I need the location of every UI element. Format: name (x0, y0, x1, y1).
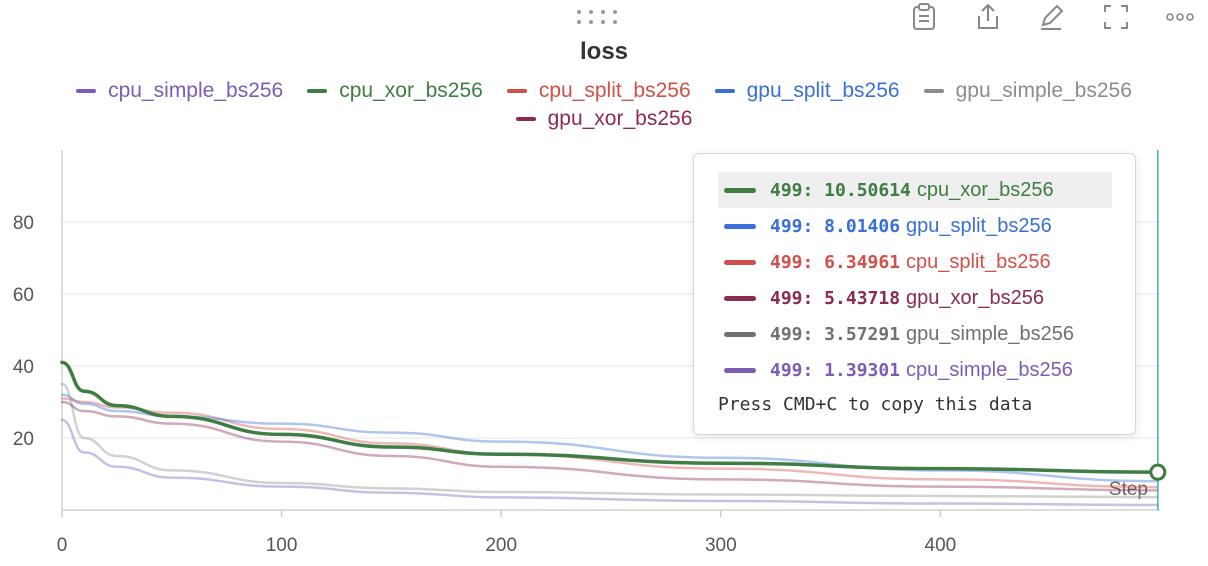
x-tick-label: 0 (57, 535, 68, 556)
legend-swatch (923, 89, 944, 93)
legend-label: cpu_split_bs256 (538, 79, 691, 102)
series-line-cpu-split-bs256[interactable] (60, 397, 1160, 489)
y-tick-label: 20 (13, 429, 34, 450)
hover-marker (1149, 463, 1167, 481)
tooltip-swatch (724, 367, 756, 373)
tooltip-series-name: gpu_split_bs256 (906, 214, 1052, 237)
tooltip-series-name: cpu_xor_bs256 (916, 178, 1054, 201)
tooltip-value: 499: 3.57291 (770, 323, 901, 345)
panel-toolbar (0, 0, 1208, 40)
chart-title: loss (579, 38, 629, 65)
legend-label: cpu_xor_bs256 (339, 79, 483, 102)
legend-swatch (307, 89, 328, 93)
legend-swatch (515, 117, 536, 121)
tooltip-swatch (724, 223, 756, 229)
legend-item-cpu-xor-bs256[interactable]: cpu_xor_bs256 (307, 78, 483, 104)
x-tick-label: 300 (705, 535, 737, 556)
tooltip-row-gpu-xor-bs256: 499: 5.43718 gpu_xor_bs256 (718, 280, 1112, 316)
legend-label: cpu_simple_bs256 (108, 79, 284, 102)
tooltip-series-name: gpu_simple_bs256 (906, 322, 1074, 345)
tooltip-row-gpu-simple-bs256: 499: 3.57291 gpu_simple_bs256 (718, 316, 1112, 352)
tooltip-value: 499: 5.43718 (770, 287, 901, 309)
hover-tooltip: 499: 10.50614 cpu_xor_bs256 499: 8.01406 gp… (693, 153, 1136, 435)
series-line-cpu-simple-bs256[interactable] (60, 418, 1160, 507)
x-tick-label: 400 (925, 535, 957, 556)
series-line-gpu-xor-bs256[interactable] (60, 400, 1160, 492)
legend-label: gpu_xor_bs256 (547, 107, 693, 130)
legend-item-cpu-simple-bs256[interactable]: cpu_simple_bs256 (76, 78, 283, 104)
y-tick-label: 80 (13, 213, 34, 234)
x-tick-label: 100 (266, 535, 298, 556)
x-axis-annotation: Step (1109, 479, 1148, 500)
tooltip-row-cpu-simple-bs256: 499: 1.39301 cpu_simple_bs256 (718, 352, 1112, 388)
legend-item-gpu-simple-bs256[interactable]: gpu_simple_bs256 (923, 78, 1132, 104)
fullscreen-icon[interactable] (1101, 2, 1131, 32)
tooltip-series-name: gpu_xor_bs256 (906, 286, 1044, 309)
legend-item-cpu-split-bs256[interactable]: cpu_split_bs256 (506, 78, 691, 104)
tooltip-swatch (724, 187, 756, 193)
series-line-cpu-xor-bs256[interactable] (60, 360, 1160, 474)
tooltip-value: 499: 8.01406 (770, 215, 901, 237)
tooltip-footer: Press CMD+C to copy this data (718, 394, 1033, 415)
tooltip-swatch (724, 295, 756, 301)
x-tick-label: 200 (485, 535, 517, 556)
y-tick-label: 40 (13, 357, 34, 378)
more-icon[interactable] (1165, 2, 1195, 32)
tooltip-series-name: cpu_split_bs256 (906, 250, 1051, 273)
legend-label: gpu_split_bs256 (746, 79, 900, 102)
tooltip-swatch (724, 259, 756, 265)
chart-legend: cpu_simple_bs256 cpu_xor_bs256 cpu_split_b… (20, 78, 1188, 132)
clipboard-icon[interactable] (909, 2, 939, 32)
share-icon[interactable] (973, 2, 1003, 32)
y-tick-label: 60 (13, 285, 34, 306)
tooltip-value: 499: 1.39301 (770, 359, 901, 381)
drag-handle-icon[interactable] (576, 8, 622, 26)
legend-item-gpu-split-bs256[interactable]: gpu_split_bs256 (714, 78, 900, 104)
legend-swatch (714, 89, 735, 93)
tooltip-value: 499: 6.34961 (770, 251, 901, 273)
legend-swatch (76, 89, 97, 93)
tooltip-row-gpu-split-bs256: 499: 8.01406 gpu_split_bs256 (718, 208, 1112, 244)
tooltip-row-cpu-split-bs256: 499: 6.34961 cpu_split_bs256 (718, 244, 1112, 280)
legend-item-gpu-xor-bs256[interactable]: gpu_xor_bs256 (515, 106, 693, 132)
legend-swatch (506, 89, 527, 93)
legend-label: gpu_simple_bs256 (955, 79, 1132, 102)
edit-icon[interactable] (1036, 2, 1066, 32)
tooltip-value: 499: 10.50614 (770, 179, 911, 201)
series-line-gpu-simple-bs256[interactable] (60, 382, 1160, 499)
tooltip-swatch (724, 331, 756, 337)
tooltip-row-cpu-xor-bs256: 499: 10.50614 cpu_xor_bs256 (718, 172, 1112, 208)
tooltip-series-name: cpu_simple_bs256 (906, 358, 1073, 381)
